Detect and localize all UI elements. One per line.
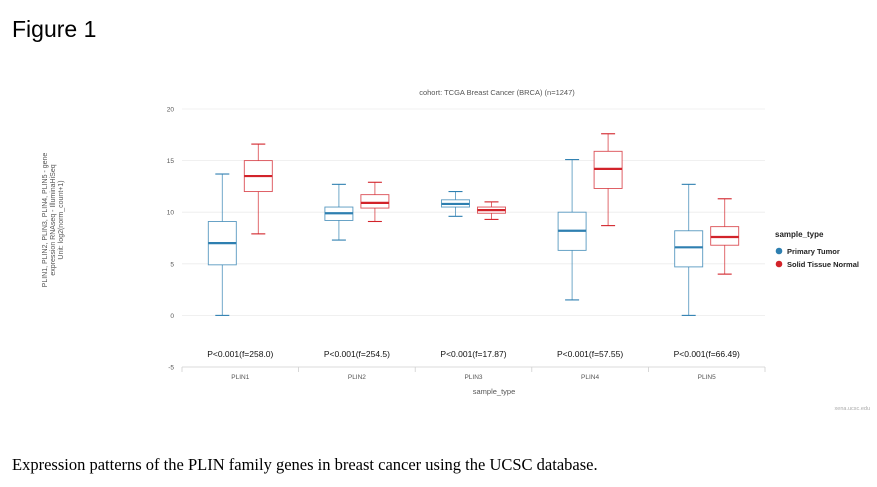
y-tick-label: 5: [170, 261, 174, 268]
box-primary-tumor-plin1: [207, 173, 237, 316]
y-axis-label-line-3: Unit: log2(norm_count+1): [58, 180, 65, 259]
p-value-label: P<0.001(f=57.55): [557, 349, 623, 359]
box-primary-tumor-plin2: [324, 183, 354, 241]
y-tick-label: 0: [170, 313, 174, 320]
x-tick-label: PLIN5: [698, 374, 716, 381]
y-axis-label-line-2: expression RNAseq - IlluminaHiSeq: [50, 164, 57, 275]
p-value-label: P<0.001(f=258.0): [207, 349, 273, 359]
box-solid-tissue-normal-plin5: [710, 198, 740, 275]
p-value-label: P<0.001(f=17.87): [440, 349, 506, 359]
box-primary-tumor-plin5: [674, 183, 704, 316]
y-tick-label: 20: [167, 107, 175, 114]
y-tick-label: 15: [167, 158, 175, 165]
legend: sample_type Primary Tumor Solid Tissue N…: [775, 230, 859, 269]
x-tick-label: PLIN4: [581, 374, 599, 381]
box-primary-tumor-plin4: [557, 159, 587, 301]
box-primary-tumor-plin3: [441, 191, 470, 217]
figure-caption: Expression patterns of the PLIN family g…: [12, 455, 598, 474]
grid-lines: [182, 108, 765, 316]
box-solid-tissue-normal-plin1: [243, 143, 273, 235]
legend-title: sample_type: [775, 230, 824, 239]
box-iqr: [674, 230, 704, 268]
y-tick-label: -5: [168, 365, 174, 372]
annotations: P<0.001(f=258.0) P<0.001(f=254.5) P<0.001(…: [207, 349, 740, 359]
x-tick-label: PLIN3: [464, 374, 482, 381]
box-solid-tissue-normal-plin4: [593, 133, 623, 227]
box-series: [207, 133, 740, 316]
legend-label-solid-tissue-normal: Solid Tissue Normal: [787, 260, 859, 269]
axes: cohort: TCGA Breast Cancer (BRCA) (n=124…: [42, 88, 766, 396]
box-iqr: [360, 194, 390, 209]
p-value-label: P<0.001(f=254.5): [324, 349, 390, 359]
y-axis-label-line-1: PLIN1, PLIN2, PLIN3, PLIN4, PLIN5 - gene: [42, 153, 49, 288]
legend-marker-solid-tissue-normal: [775, 260, 783, 268]
chart-title: cohort: TCGA Breast Cancer (BRCA) (n=124…: [419, 88, 575, 97]
p-value-label: P<0.001(f=66.49): [674, 349, 740, 359]
legend-marker-primary-tumor: [775, 247, 783, 255]
x-tick-label: PLIN2: [348, 374, 366, 381]
x-tick-label: PLIN1: [231, 374, 249, 381]
x-axis-label: sample_type: [473, 387, 516, 396]
figure-title: Figure 1: [12, 16, 97, 42]
box-solid-tissue-normal-plin3: [477, 201, 506, 220]
y-tick-label: 10: [167, 210, 175, 217]
legend-label-primary-tumor: Primary Tumor: [787, 247, 840, 256]
box-plot-chart: cohort: TCGA Breast Cancer (BRCA) (n=124…: [42, 88, 870, 412]
box-solid-tissue-normal-plin2: [360, 181, 390, 223]
source-footer: xena.ucsc.edu: [835, 406, 870, 412]
